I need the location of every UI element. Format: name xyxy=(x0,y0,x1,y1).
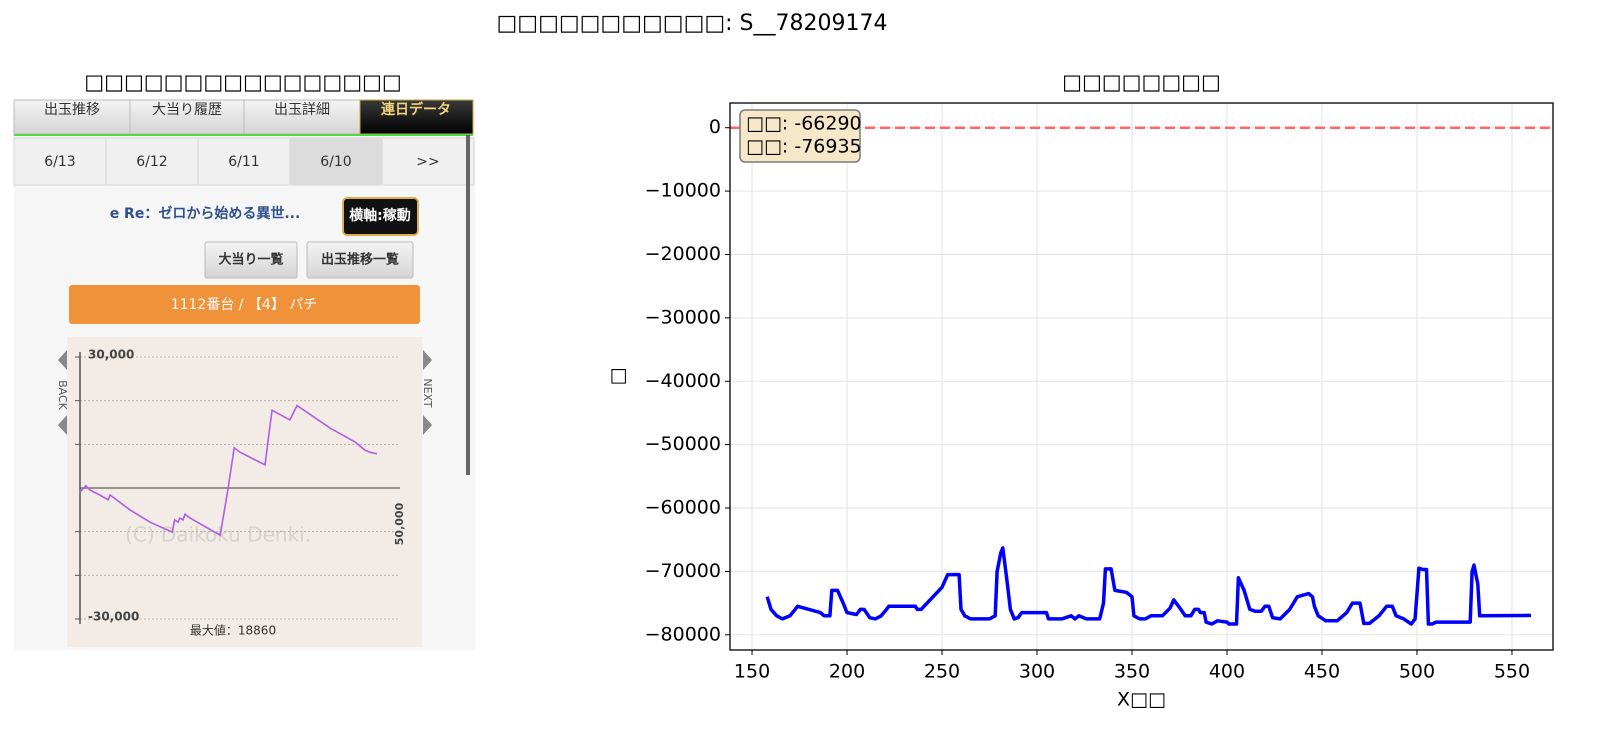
x-tick-label: 150 xyxy=(734,661,770,683)
inner-chart: 30,000 -30,000 50,000 xyxy=(75,348,406,624)
screenshot: 出玉推移 大当り履歴 出玉詳細 連日データ 6/13 6/12 6/11 6/1… xyxy=(13,99,475,650)
y-tick-label: −10000 xyxy=(645,180,721,202)
back-arrow[interactable] xyxy=(58,350,67,435)
tab[interactable] xyxy=(129,99,245,135)
annotation: □□: -66290 xyxy=(746,113,862,135)
tab-label[interactable]: 連日データ xyxy=(381,101,451,118)
date-label[interactable]: >> xyxy=(416,154,439,170)
y-tick-label: -30,000 xyxy=(88,610,139,624)
y-tick-label: 30,000 xyxy=(88,348,134,362)
next-label[interactable]: NEXT xyxy=(421,378,434,408)
tab[interactable] xyxy=(243,99,361,135)
max-label: 最大値：18860 xyxy=(190,623,276,638)
banner xyxy=(69,285,420,324)
y-tick-label: −60000 xyxy=(645,497,721,519)
x-tick-label: 400 xyxy=(1209,661,1245,683)
annotation: □□: -76935 xyxy=(746,136,862,158)
x-tick-label: 550 xyxy=(1494,661,1530,683)
axes-frame xyxy=(729,102,1554,651)
back-label[interactable]: BACK xyxy=(56,380,69,411)
date-cell[interactable] xyxy=(105,137,199,186)
machine-name: e Re：ゼロから始める異世... xyxy=(110,205,301,222)
annotation-box xyxy=(739,109,861,163)
x-tick-label: 350 xyxy=(1114,661,1150,683)
tab[interactable] xyxy=(13,99,131,135)
date-cell[interactable] xyxy=(13,137,107,186)
main-chart: 0 −10000 −20000 −30000 −40000 −50000 −60000 −70… xyxy=(607,70,1554,711)
button-label[interactable]: 大当り一覧 xyxy=(218,252,283,268)
scrollbar xyxy=(466,135,470,475)
tab-label[interactable]: 大当り履歴 xyxy=(152,102,222,118)
next-arrow[interactable] xyxy=(423,350,432,435)
y-tick-label: −20000 xyxy=(645,243,721,265)
date-cell[interactable] xyxy=(381,137,475,186)
date-label[interactable]: 6/13 xyxy=(44,154,75,170)
y-axis-label: □ xyxy=(607,368,629,386)
figure-title: □□□□□□□□□□□: S__78209174 xyxy=(497,11,888,36)
data-line xyxy=(765,546,1532,626)
inner-chart-bg xyxy=(67,337,422,647)
tab-label[interactable]: 出玉推移 xyxy=(44,102,100,118)
x-axis-label: X□□ xyxy=(1117,689,1166,711)
y-tick-label: −80000 xyxy=(645,623,721,645)
date-label[interactable]: 6/12 xyxy=(136,154,167,170)
y-tick-label: 0 xyxy=(709,116,721,138)
date-label[interactable]: 6/10 xyxy=(320,154,351,170)
tab-label[interactable]: 出玉詳細 xyxy=(274,102,330,118)
x-tick-label: 450 xyxy=(1304,661,1340,683)
date-label[interactable]: 6/11 xyxy=(228,154,259,170)
data-line xyxy=(79,404,378,537)
y-tick-label: −70000 xyxy=(645,560,721,582)
banner-label: 1112番台 / 【4】 パチ xyxy=(171,297,318,313)
chart-title: □□□□□□□□ xyxy=(1062,70,1221,94)
x-tick-label: 250 xyxy=(924,661,960,683)
button[interactable] xyxy=(204,241,298,279)
y-tick-label: −30000 xyxy=(645,306,721,328)
y-tick-label: −50000 xyxy=(645,433,721,455)
toggle-button[interactable] xyxy=(342,197,419,236)
y-tick-label: −40000 xyxy=(645,370,721,392)
x-tick-label: 500 xyxy=(1399,661,1435,683)
button[interactable] xyxy=(306,241,414,279)
x-tick-label: 200 xyxy=(829,661,865,683)
button-label[interactable]: 出玉推移一覧 xyxy=(321,252,399,268)
x-tick-label: 50,000 xyxy=(393,502,406,545)
x-tick-label: 300 xyxy=(1019,661,1055,683)
toggle-label[interactable]: 横軸:稼動 xyxy=(349,207,411,224)
panel-title: □□□□□□□□□□□□□□□□ xyxy=(84,70,401,94)
